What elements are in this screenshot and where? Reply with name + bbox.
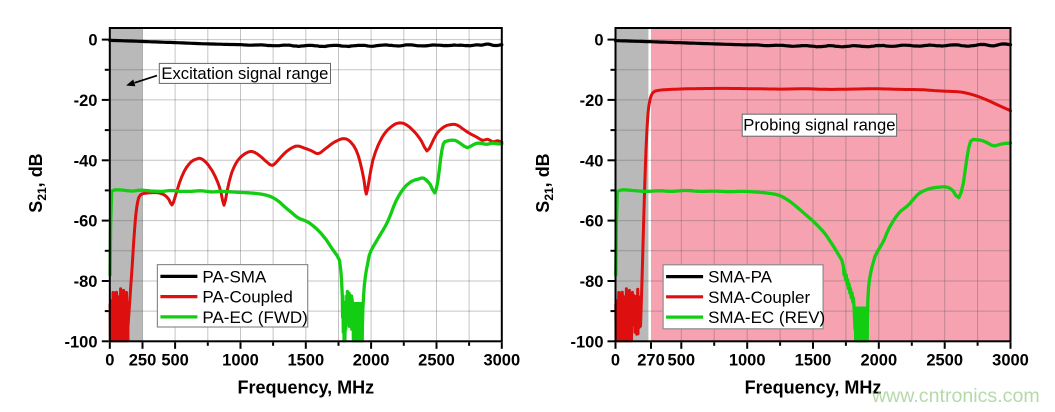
svg-text:2000: 2000: [860, 352, 897, 370]
svg-text:1500: 1500: [287, 352, 324, 370]
svg-text:0: 0: [105, 352, 114, 370]
svg-text:-80: -80: [74, 273, 98, 291]
svg-text:250: 250: [129, 352, 157, 370]
svg-text:1000: 1000: [729, 352, 766, 370]
svg-text:270: 270: [637, 352, 665, 370]
svg-text:-100: -100: [570, 333, 603, 351]
svg-text:0: 0: [611, 352, 620, 370]
svg-text:Probing signal range: Probing signal range: [743, 116, 895, 135]
svg-text:500: 500: [668, 352, 696, 370]
svg-text:-40: -40: [580, 152, 604, 170]
svg-text:Excitation signal range: Excitation signal range: [161, 64, 328, 83]
svg-text:S21, dB: S21, dB: [26, 153, 49, 212]
svg-text:-40: -40: [74, 152, 98, 170]
svg-text:www.cntronics.com: www.cntronics.com: [871, 385, 1040, 407]
svg-text:PA-Coupled: PA-Coupled: [202, 288, 292, 307]
svg-text:500: 500: [161, 352, 189, 370]
svg-text:PA-EC (FWD): PA-EC (FWD): [202, 308, 307, 327]
svg-text:-80: -80: [580, 273, 604, 291]
svg-text:S21, dB: S21, dB: [533, 153, 556, 212]
svg-text:0: 0: [594, 32, 603, 50]
svg-text:3000: 3000: [992, 352, 1029, 370]
svg-text:2500: 2500: [926, 352, 963, 370]
svg-text:-20: -20: [74, 92, 98, 110]
svg-text:SMA-EC (REV): SMA-EC (REV): [708, 308, 825, 327]
svg-text:2500: 2500: [418, 352, 455, 370]
svg-text:1500: 1500: [795, 352, 832, 370]
svg-text:1000: 1000: [222, 352, 259, 370]
svg-text:3000: 3000: [483, 352, 520, 370]
svg-text:0: 0: [88, 32, 97, 50]
svg-text:PA-SMA: PA-SMA: [202, 267, 267, 286]
svg-text:SMA-Coupler: SMA-Coupler: [708, 288, 810, 307]
svg-text:Frequency, MHz: Frequency, MHz: [237, 378, 374, 398]
svg-text:-60: -60: [580, 213, 604, 231]
svg-text:-100: -100: [64, 333, 97, 351]
svg-text:SMA-PA: SMA-PA: [708, 268, 773, 287]
svg-text:-20: -20: [580, 92, 604, 110]
svg-text:2000: 2000: [353, 352, 390, 370]
svg-text:Frequency, MHz: Frequency, MHz: [745, 378, 882, 398]
svg-text:-60: -60: [74, 213, 98, 231]
